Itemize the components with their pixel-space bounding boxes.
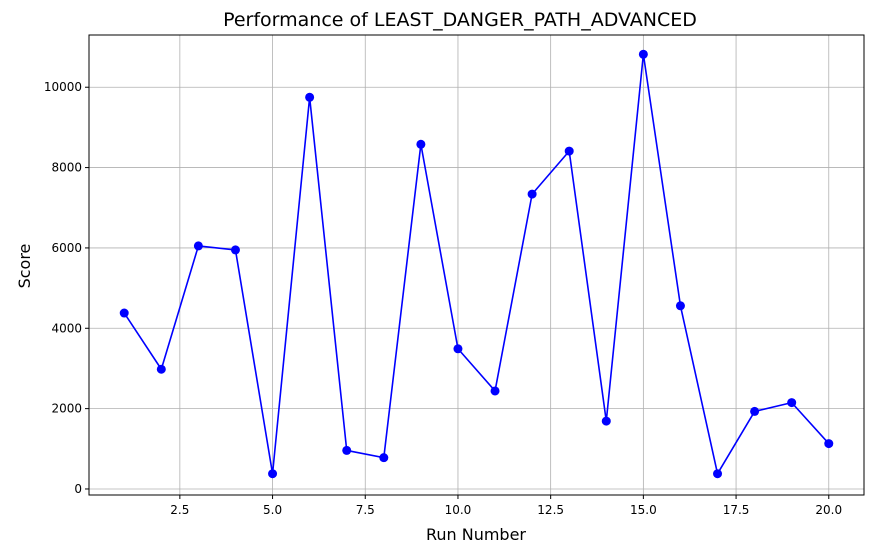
x-tick-label: 15.0 [630,503,657,517]
plot-area-frame [88,34,865,496]
data-point [675,301,685,311]
x-tick-label: 7.5 [356,503,375,517]
x-tick-label: 10.0 [445,503,472,517]
data-point [193,241,203,251]
data-point [379,453,389,463]
chart-title: Performance of LEAST_DANGER_PATH_ADVANCE… [223,9,697,31]
data-point [527,189,537,199]
x-tick-label: 2.5 [170,503,189,517]
data-point [638,49,648,59]
data-point [156,364,166,374]
y-axis-label: Score [15,244,34,289]
data-point [453,344,463,354]
y-tick-label: 2000 [51,402,82,416]
x-tick-label: 20.0 [815,503,842,517]
data-point [713,469,723,479]
x-axis-label: Run Number [426,525,526,544]
data-point [601,416,611,426]
y-tick-label: 8000 [51,161,82,175]
data-point [490,386,500,396]
data-point [305,92,315,102]
data-point [416,139,426,149]
series [119,49,834,479]
x-tick-label: 12.5 [537,503,564,517]
y-tick-label: 0 [74,482,82,496]
y-tick-label: 4000 [51,321,82,335]
data-point [824,439,834,449]
series-line [123,53,830,475]
data-point [750,406,760,416]
data-point [787,398,797,408]
x-tick-label: 5.0 [263,503,282,517]
x-tick-label: 17.5 [723,503,750,517]
y-axis-ticks: 0 2000 4000 6000 8000 10000 [44,80,89,496]
data-point [119,308,129,318]
data-point [342,445,352,455]
data-point [564,146,574,156]
grid [89,35,864,495]
data-point [268,469,278,479]
y-tick-label: 6000 [51,241,82,255]
x-axis-ticks: 2.5 5.0 7.5 10.0 12.5 15.0 17.5 20.0 [170,495,842,517]
data-point [230,245,240,255]
y-tick-label: 10000 [44,80,82,94]
